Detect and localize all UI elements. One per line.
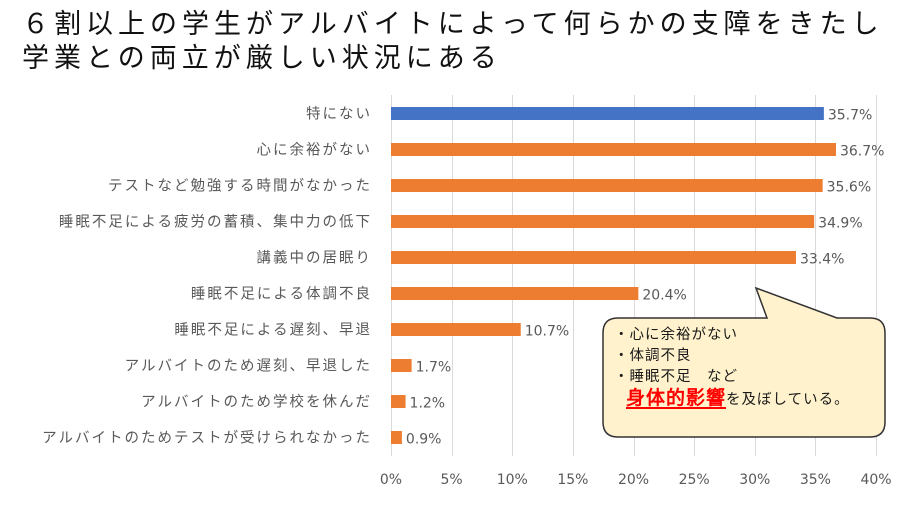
- callout-item-1: ・心に余裕がない: [614, 327, 738, 343]
- data-label: 1.2%: [410, 396, 446, 412]
- category-label: アルバイトのためテストが受けられなかった: [42, 430, 372, 447]
- bars: [391, 107, 836, 444]
- callout-item-3: ・睡眠不足 など: [614, 369, 738, 385]
- bar: [391, 179, 823, 192]
- page-title: ６割以上の学生がアルバイトによって何らかの支障をきたし 学業との両立が厳しい状況…: [22, 8, 884, 76]
- data-label: 35.7%: [828, 108, 872, 124]
- callout-text: ・心に余裕がない ・体調不良 ・睡眠不足 など 身体的影響を及ぼしている。: [614, 325, 882, 411]
- category-label: アルバイトのため遅刻、早退した: [125, 358, 372, 375]
- bar: [391, 323, 521, 336]
- bar: [391, 215, 815, 228]
- callout-item-2: ・体調不良: [614, 348, 692, 364]
- category-label: 睡眠不足による疲労の蓄積、集中力の低下: [59, 214, 372, 231]
- callout-emphasis: 身体的影響: [626, 387, 727, 409]
- bar: [391, 287, 639, 300]
- bar: [391, 431, 402, 444]
- category-label: 心に余裕がない: [257, 141, 373, 159]
- data-label: 1.7%: [416, 360, 452, 376]
- category-label: 特にない: [306, 106, 372, 123]
- callout-bubble-shape: [602, 286, 886, 438]
- x-axis-tick-labels: 0% 5% 10% 15% 20% 25% 30% 35% 40%: [380, 472, 892, 488]
- category-labels: 特にない心に余裕がないテストなど勉強する時間がなかった睡眠不足による疲労の蓄積、…: [42, 106, 373, 447]
- category-label: アルバイトのため学校を休んだ: [141, 394, 372, 411]
- x-tick-label: 30%: [739, 472, 770, 488]
- data-label: 0.9%: [406, 432, 442, 448]
- title-line-2: 学業との両立が厳しい状況にある: [22, 43, 502, 74]
- bar: [391, 359, 412, 372]
- bar: [391, 251, 796, 264]
- bar: [391, 395, 406, 408]
- callout-bubble: [602, 286, 886, 438]
- category-label: 睡眠不足による遅刻、早退: [174, 322, 372, 339]
- category-label: テストなど勉強する時間がなかった: [108, 178, 372, 195]
- callout-suffix: を及ぼしている。: [726, 392, 850, 408]
- data-label: 20.4%: [642, 288, 686, 304]
- x-tick-label: 10%: [497, 472, 528, 488]
- x-tick-label: 15%: [557, 472, 588, 488]
- title-line-1: ６割以上の学生がアルバイトによって何らかの支障をきたし: [22, 9, 884, 40]
- data-label: 33.4%: [800, 252, 844, 268]
- x-tick-label: 40%: [860, 472, 891, 488]
- x-tick-label: 20%: [618, 472, 649, 488]
- data-label: 34.9%: [818, 216, 862, 232]
- data-label: 10.7%: [525, 324, 569, 340]
- data-label: 35.6%: [827, 180, 871, 196]
- callout-conclusion: 身体的影響を及ぼしている。: [614, 388, 882, 411]
- x-tick-label: 35%: [800, 472, 831, 488]
- bar: [391, 107, 824, 120]
- category-label: 睡眠不足による体調不良: [191, 286, 372, 303]
- x-tick-label: 25%: [679, 472, 710, 488]
- x-tick-label: 5%: [441, 472, 463, 488]
- x-tick-label: 0%: [380, 472, 402, 488]
- category-label: 講義中の居眠り: [257, 250, 373, 267]
- data-label: 36.7%: [840, 144, 884, 160]
- bar: [391, 143, 836, 156]
- value-labels: 35.7% 36.7% 35.6% 34.9% 33.4% 20.4% 10.7% 1.7% 1…: [406, 108, 885, 448]
